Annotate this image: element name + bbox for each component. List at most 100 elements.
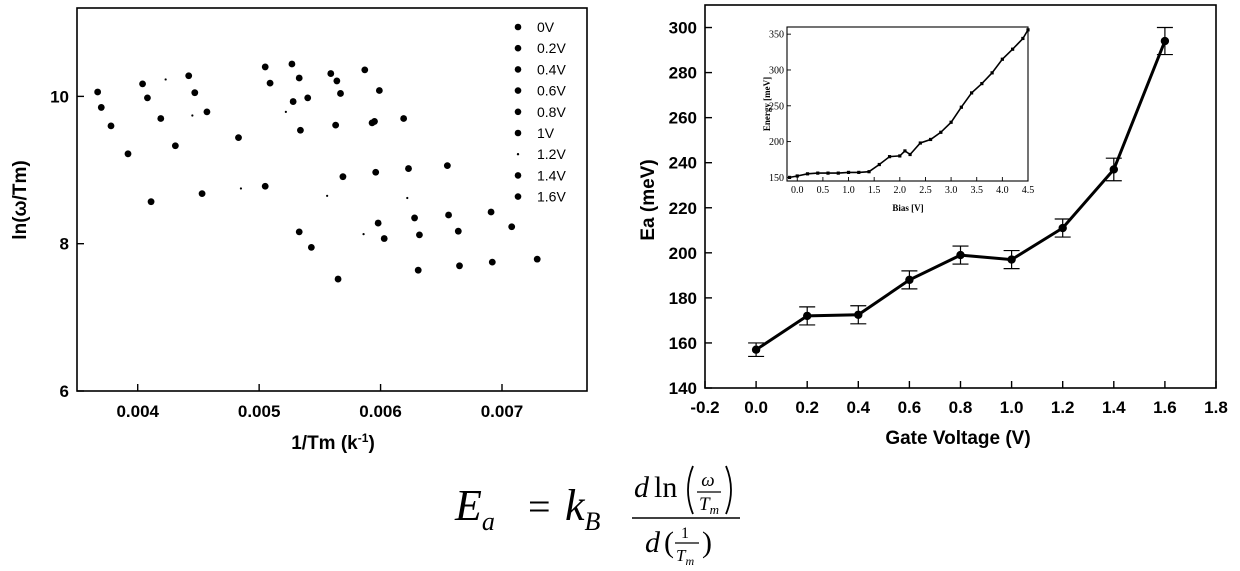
left-data-point [456, 262, 463, 270]
right-ticks: -0.2 0.0 0.2 0.4 0.6 0.8 1.0 1.2 1.4 1.6 1.8 140 160… [669, 19, 1228, 417]
inset-x-tick-label: 3.5 [970, 185, 983, 196]
right-x-tick-label: 1.8 [1204, 398, 1228, 417]
right-x-tick-label: -0.2 [690, 398, 719, 417]
left-x-tick-label: 0.007 [481, 402, 524, 421]
legend-marker [516, 153, 520, 156]
legend-marker [514, 129, 522, 137]
left-data-point [297, 126, 304, 134]
ea-data-point [956, 250, 965, 260]
right-x-tick-label: 1.4 [1102, 398, 1126, 417]
left-data-point [171, 142, 179, 150]
left-data-point [107, 122, 115, 130]
left-data-point [406, 196, 409, 200]
left-data-point [334, 275, 342, 283]
left-data-point [454, 227, 462, 235]
inset-data-point [887, 155, 892, 159]
left-data-point [327, 70, 335, 77]
left-data-point [443, 162, 451, 170]
inset-series [787, 28, 1030, 180]
legend-label: 1.2V [537, 146, 566, 162]
left-ticks: 0.004 0.005 0.006 0.007 6 8 10 [50, 87, 523, 421]
left-data-point [157, 115, 165, 122]
left-data-point [326, 194, 329, 197]
eq-right-paren [725, 465, 732, 515]
left-data-point [295, 74, 303, 82]
inset-x-tick-label: 1.0 [842, 185, 855, 196]
inset-y-tick-label: 250 [769, 101, 784, 112]
left-data-point [332, 121, 340, 129]
right-y-tick-label: 260 [669, 109, 697, 128]
left-data-point [405, 165, 412, 172]
left-data-point [284, 110, 287, 113]
inset-ticks: 0.0 0.5 1.0 1.5 2.0 2.5 3.0 3.5 4.0 4.5 150 200 250 3… [769, 30, 1034, 196]
legend-label: 0V [537, 19, 555, 35]
right-chart: -0.2 0.0 0.2 0.4 0.6 0.8 1.0 1.2 1.4 1.6 1.8 140 160… [638, 4, 1228, 449]
legend-label: 0.4V [537, 61, 566, 77]
legend-marker [514, 66, 522, 73]
legend-marker [514, 23, 522, 31]
inset-x-tick-label: 0.0 [791, 185, 804, 196]
left-data-point [295, 228, 303, 236]
right-x-axis-label: Gate Voltage (V) [885, 428, 1030, 449]
inset-data-point [846, 170, 851, 175]
eq-denominator-one: 1 [681, 525, 689, 542]
eq-k: kB [565, 481, 601, 536]
legend-label: 1.6V [537, 189, 566, 205]
inset-x-tick-label: 4.0 [996, 185, 1009, 196]
left-data-point [304, 94, 312, 102]
left-y-axis-label: ln(ω/Tm) [10, 160, 31, 239]
eq-denominator-T: Tm [676, 546, 694, 568]
left-data-point [203, 108, 211, 116]
legend-marker [514, 108, 522, 116]
eq-denominator-lparen: ( [664, 526, 674, 559]
left-data-point [235, 134, 242, 142]
eq-equals: = [528, 484, 551, 529]
left-x-tick-label: 0.004 [116, 402, 159, 421]
right-x-tick-label: 0.0 [744, 398, 768, 417]
left-data-point [124, 150, 132, 158]
left-data-point [289, 98, 297, 105]
eq-denominator-rparen: ) [702, 526, 712, 559]
inset-data-point [990, 71, 994, 75]
eq-denominator-d: d [645, 526, 661, 559]
inset-frame [786, 26, 1029, 182]
left-data-point [144, 94, 151, 102]
inset-data-point [857, 170, 861, 175]
left-data-point [185, 72, 193, 80]
right-x-tick-label: 0.8 [949, 398, 973, 417]
left-data-point [239, 187, 243, 190]
inset-data-point [959, 105, 963, 109]
legend-label: 1.4V [537, 167, 566, 183]
inset-y-tick-label: 300 [769, 65, 784, 76]
eq-inner-T: Tm [699, 494, 719, 517]
right-x-tick-label: 0.2 [795, 398, 819, 417]
right-y-tick-label: 280 [669, 64, 697, 83]
ea-data-point [1058, 223, 1067, 233]
legend-marker [514, 44, 522, 52]
inset-data-point [877, 162, 881, 167]
right-y-tick-label: 300 [669, 19, 697, 38]
legend-label: 0.6V [537, 83, 566, 99]
eq-lhs: Ea [454, 481, 495, 536]
ea-data-point [1109, 165, 1119, 174]
inset-series-line [789, 29, 1029, 179]
legend-label: 0.2V [537, 40, 566, 56]
left-y-tick-label: 6 [60, 382, 69, 401]
inset-data-point [826, 171, 830, 175]
inset-data-point [1026, 28, 1030, 32]
left-data-point [414, 266, 422, 274]
inset-data-point [939, 130, 943, 134]
left-data-point [139, 80, 146, 88]
right-series [748, 26, 1173, 358]
right-y-tick-label: 240 [669, 154, 697, 173]
ea-data-point [751, 345, 761, 354]
ea-data-point [1160, 36, 1170, 46]
inset-data-point [1000, 57, 1004, 61]
left-data-point [261, 182, 269, 190]
right-y-tick-label: 160 [669, 334, 697, 353]
inset-data-point [805, 172, 810, 176]
inset-data-point [1021, 36, 1025, 41]
left-data-point [191, 89, 199, 97]
